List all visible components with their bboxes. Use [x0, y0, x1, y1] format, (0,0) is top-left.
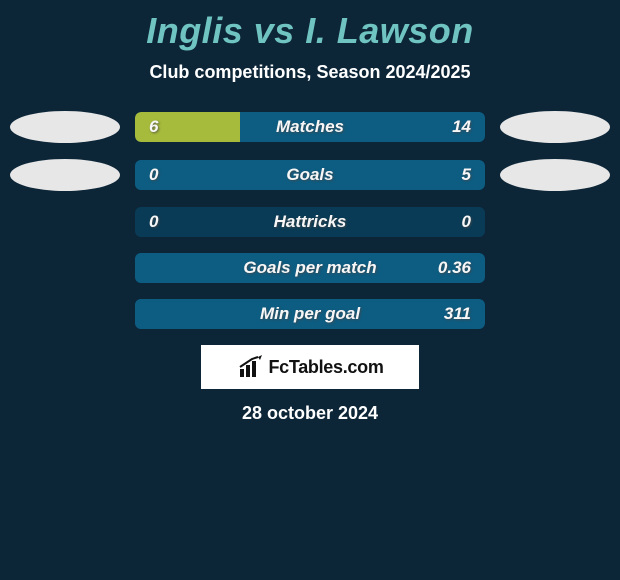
right-value: 0.36 [438, 253, 471, 283]
right-marker-ellipse [500, 111, 610, 143]
stat-label: Min per goal [135, 299, 485, 329]
stat-row: 0Hattricks0 [8, 207, 612, 237]
stats-comparison-card: Inglis vs I. Lawson Club competitions, S… [0, 0, 620, 580]
left-marker-ellipse [10, 111, 120, 143]
stat-bar: 0Hattricks0 [135, 207, 485, 237]
stat-bar: Min per goal311 [135, 299, 485, 329]
page-title: Inglis vs I. Lawson [8, 10, 612, 52]
stat-label: Goals per match [135, 253, 485, 283]
stat-label: Hattricks [135, 207, 485, 237]
stat-label: Goals [135, 160, 485, 190]
right-value: 0 [462, 207, 471, 237]
left-marker-ellipse [10, 159, 120, 191]
stat-bar: 0Goals5 [135, 160, 485, 190]
brand-logo: FcTables.com [201, 345, 419, 389]
brand-name: FcTables.com [268, 357, 383, 378]
stat-row: Goals per match0.36 [8, 253, 612, 283]
right-value: 311 [444, 299, 471, 329]
subtitle: Club competitions, Season 2024/2025 [8, 62, 612, 83]
right-value: 14 [452, 112, 471, 142]
stat-label: Matches [135, 112, 485, 142]
stats-rows: 6Matches140Goals50Hattricks0Goals per ma… [8, 111, 612, 329]
stat-row: 0Goals5 [8, 159, 612, 191]
right-marker-ellipse [500, 159, 610, 191]
stat-row: 6Matches14 [8, 111, 612, 143]
stat-row: Min per goal311 [8, 299, 612, 329]
date-text: 28 october 2024 [8, 403, 612, 424]
chart-icon [236, 355, 264, 379]
stat-bar: Goals per match0.36 [135, 253, 485, 283]
right-value: 5 [462, 160, 471, 190]
stat-bar: 6Matches14 [135, 112, 485, 142]
